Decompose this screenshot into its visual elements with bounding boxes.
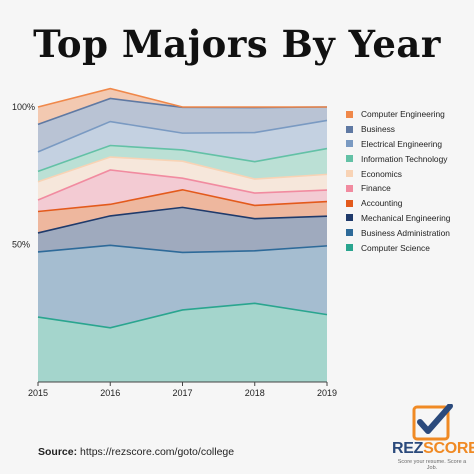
legend-label: Mechanical Engineering bbox=[361, 212, 451, 223]
legend-item-electrical-engineering: Electrical Engineering bbox=[346, 137, 450, 152]
x-tick-label: 2016 bbox=[100, 388, 120, 398]
logo-rez: REZ bbox=[392, 440, 424, 457]
line-finance bbox=[37, 169, 328, 201]
x-tick-label: 2019 bbox=[317, 388, 337, 398]
legend-swatch bbox=[346, 110, 353, 118]
legend-item-economics: Economics bbox=[346, 166, 450, 181]
area-business-administration bbox=[38, 245, 327, 328]
legend-label: Electrical Engineering bbox=[361, 138, 443, 149]
legend-swatch bbox=[346, 229, 353, 237]
legend-item-business-administration: Business Administration bbox=[346, 225, 450, 240]
source-note: Source: https://rezscore.com/goto/colleg… bbox=[38, 446, 234, 458]
legend-item-information-technology: Information Technology bbox=[346, 151, 450, 166]
legend-label: Finance bbox=[361, 183, 391, 194]
logo-score: SCORE bbox=[423, 440, 474, 457]
source-url[interactable]: https://rezscore.com/goto/college bbox=[80, 446, 235, 458]
source-label: Source: bbox=[38, 446, 78, 458]
legend-label: Business bbox=[361, 124, 395, 135]
legend-item-computer-engineering: Computer Engineering bbox=[346, 107, 450, 122]
legend-label: Economics bbox=[361, 168, 402, 179]
legend-swatch bbox=[346, 170, 353, 178]
area-business bbox=[38, 98, 327, 152]
rezscore-logo[interactable]: REZSCORE Score your resume. Score a Job. bbox=[392, 403, 474, 472]
legend-swatch bbox=[346, 155, 353, 163]
y-tick-label: 100% bbox=[12, 102, 35, 112]
x-tick-label: 2017 bbox=[172, 388, 192, 398]
legend-label: Computer Engineering bbox=[361, 109, 445, 120]
legend-label: Accounting bbox=[361, 198, 403, 209]
y-tick-label: 50% bbox=[12, 240, 30, 250]
legend-item-computer-science: Computer Science bbox=[346, 240, 450, 255]
x-tick-label: 2018 bbox=[245, 388, 265, 398]
line-economics bbox=[37, 156, 328, 183]
area-economics bbox=[38, 157, 327, 200]
legend-item-finance: Finance bbox=[346, 181, 450, 196]
legend-swatch bbox=[346, 199, 353, 207]
area-accounting bbox=[38, 189, 327, 233]
legend-swatch bbox=[346, 140, 353, 148]
line-accounting bbox=[37, 188, 328, 213]
area-information-technology bbox=[38, 145, 327, 182]
area-finance bbox=[38, 169, 327, 212]
line-electrical-engineering bbox=[37, 119, 328, 153]
line-mechanical-engineering bbox=[37, 206, 328, 234]
legend-item-accounting: Accounting bbox=[346, 196, 450, 211]
legend-item-business: Business bbox=[346, 122, 450, 137]
logo-wordmark: REZSCORE bbox=[392, 440, 474, 458]
legend-item-mechanical-engineering: Mechanical Engineering bbox=[346, 211, 450, 226]
area-computer-engineering bbox=[38, 88, 327, 125]
legend-label: Business Administration bbox=[361, 227, 450, 238]
legend-swatch bbox=[346, 184, 353, 192]
legend-swatch bbox=[346, 125, 353, 133]
checkmark-badge-icon bbox=[412, 403, 453, 441]
legend-swatch bbox=[346, 214, 353, 222]
area-computer-science bbox=[38, 303, 327, 382]
legend-swatch bbox=[346, 244, 353, 252]
line-information-technology bbox=[37, 144, 328, 173]
legend: Computer Engineering Business Electrical E… bbox=[346, 107, 450, 255]
line-computer-science bbox=[37, 302, 328, 329]
legend-label: Information Technology bbox=[361, 153, 448, 164]
line-computer-engineering bbox=[37, 87, 327, 108]
x-tick-label: 2015 bbox=[28, 388, 48, 398]
line-business-administration bbox=[37, 244, 328, 254]
chart-title: Top Majors By Year bbox=[33, 22, 441, 66]
logo-tagline: Score your resume. Score a Job. bbox=[397, 459, 467, 471]
legend-label: Computer Science bbox=[361, 242, 430, 253]
